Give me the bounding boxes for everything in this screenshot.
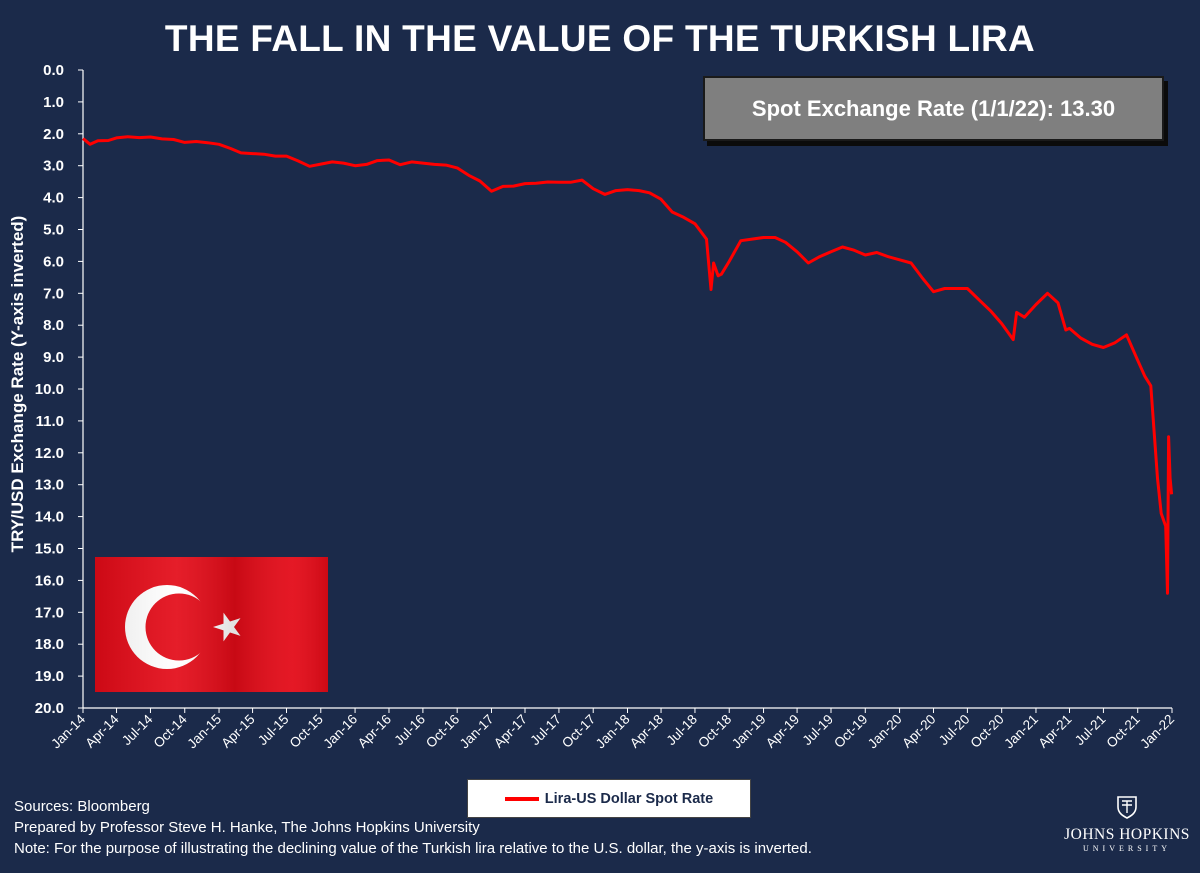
x-tick-label: Apr-15 — [218, 712, 257, 751]
x-tick-label: Jul-16 — [391, 712, 428, 749]
y-tick-label: 3.0 — [43, 158, 64, 175]
y-tick-label: 4.0 — [43, 190, 64, 207]
x-tick-label: Oct-18 — [695, 712, 734, 751]
y-tick-label: 9.0 — [43, 349, 64, 366]
y-tick-label: 8.0 — [43, 317, 64, 334]
x-tick-label: Jul-20 — [936, 712, 973, 749]
y-tick-label: 19.0 — [35, 668, 64, 685]
footer-notes: Sources: Bloomberg Prepared by Professor… — [14, 796, 812, 859]
y-tick-label: 15.0 — [35, 541, 64, 558]
y-tick-label: 11.0 — [36, 413, 64, 430]
jhu-shield-icon — [1117, 796, 1137, 819]
spot-rate-annotation: Spot Exchange Rate (1/1/22): 13.30 — [703, 76, 1164, 141]
note-text: Note: For the purpose of illustrating th… — [14, 840, 812, 857]
x-tick-label: Jan-21 — [1001, 712, 1041, 752]
x-tick-label: Oct-16 — [423, 712, 462, 751]
chart-title: THE FALL IN THE VALUE OF THE TURKISH LIR… — [164, 18, 1036, 59]
x-tick-label: Oct-14 — [151, 711, 191, 751]
x-tick-label: Jan-22 — [1137, 712, 1177, 752]
x-tick-label: Jan-19 — [729, 712, 769, 752]
prepared-by-text: Prepared by Professor Steve H. Hanke, Th… — [14, 819, 480, 836]
y-tick-label: 20.0 — [35, 700, 64, 717]
x-tick-label: Apr-17 — [491, 712, 530, 751]
x-tick-label: Apr-21 — [1035, 712, 1074, 751]
legend-label: Lira-US Dollar Spot Rate — [544, 790, 714, 807]
x-tick-label: Jan-20 — [865, 712, 905, 752]
sources-text: Sources: Bloomberg — [14, 798, 150, 815]
y-tick-label: 5.0 — [43, 222, 64, 239]
x-tick-label: Apr-20 — [899, 712, 938, 751]
x-tick-label: Jan-16 — [320, 712, 360, 752]
x-tick-label: Jul-21 — [1072, 712, 1109, 749]
turkish-flag-icon — [95, 557, 328, 692]
x-tick-label: Jul-15 — [255, 712, 292, 749]
y-tick-label: 12.0 — [35, 445, 64, 462]
x-axis: Jan-14Apr-14Jul-14Oct-14Jan-15Apr-15Jul-… — [48, 707, 1177, 752]
x-tick-label: Jan-14 — [48, 711, 88, 751]
y-tick-label: 18.0 — [35, 636, 64, 653]
x-tick-label: Apr-19 — [763, 712, 802, 751]
y-tick-label: 0.0 — [43, 62, 64, 79]
spot-rate-text: Spot Exchange Rate (1/1/22): 13.30 — [751, 95, 1116, 121]
y-axis: 0.0 1.0 2.0 3.0 4.0 5.0 6.0 7.0 8.0 9.0 10.0 11.0 12… — [35, 62, 84, 717]
x-tick-label: Oct-15 — [287, 712, 326, 751]
x-tick-label: Apr-14 — [82, 711, 122, 751]
y-tick-label: 16.0 — [35, 572, 64, 589]
x-tick-label: Oct-19 — [831, 712, 870, 751]
x-tick-label: Jan-15 — [184, 712, 224, 752]
legend-swatch — [504, 796, 539, 801]
x-tick-label: Jul-19 — [799, 712, 836, 749]
jhu-logo: JOHNS HOPKINS UNIVERSITY — [1062, 795, 1192, 853]
x-tick-label: Jan-18 — [593, 712, 633, 752]
y-tick-label: 6.0 — [43, 253, 64, 270]
series-layer — [82, 135, 1174, 595]
x-tick-label: Oct-17 — [559, 712, 598, 751]
x-tick-label: Jul-17 — [527, 712, 564, 749]
series-line-lira-usd — [82, 135, 1174, 595]
y-tick-label: 2.0 — [43, 126, 64, 143]
y-tick-label: 10.0 — [35, 381, 64, 398]
x-tick-label: Jul-18 — [663, 712, 700, 749]
x-tick-label: Apr-18 — [627, 712, 666, 751]
chart-legend: Lira-US Dollar Spot Rate — [467, 779, 751, 818]
y-tick-label: 17.0 — [35, 604, 64, 621]
x-tick-label: Apr-16 — [355, 712, 394, 751]
x-tick-label: Oct-20 — [968, 712, 1007, 751]
x-tick-label: Jul-14 — [119, 711, 156, 748]
y-tick-label: 14.0 — [35, 509, 64, 526]
jhu-logo-name: JOHNS HOPKINS — [1064, 826, 1190, 843]
y-tick-label: 13.0 — [35, 477, 64, 494]
y-tick-label: 1.0 — [43, 94, 64, 111]
x-tick-label: Jan-17 — [457, 712, 497, 752]
y-tick-label: 7.0 — [43, 285, 64, 302]
jhu-logo-sub: UNIVERSITY — [1083, 844, 1171, 853]
x-tick-label: Oct-21 — [1104, 712, 1143, 751]
